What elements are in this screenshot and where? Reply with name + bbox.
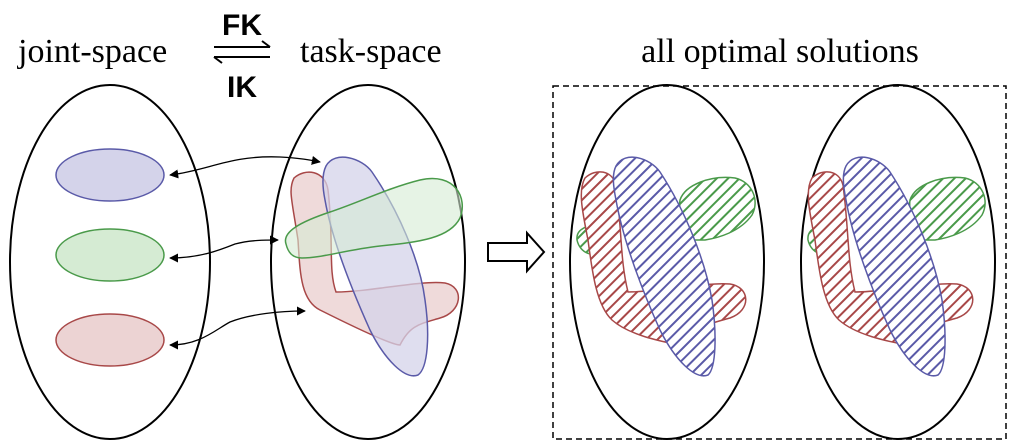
mapping-arrow-red [169,306,306,350]
joint-green-blob [55,228,165,282]
fk-ik-arrows [213,40,271,64]
all-optimal-label: all optimal solutions [641,33,919,70]
solution-1-blue-shape [612,156,716,377]
joint-space-label: joint-space [17,33,167,70]
mapping-arrows [169,155,321,350]
mapping-arrow-green [169,235,279,263]
solution-1 [569,84,765,440]
task-space-label: task-space [300,33,442,70]
joint-blue-blob [55,148,165,202]
solution-1-ellipse [569,84,765,440]
task-green-shape [284,177,464,259]
task-overlapping-shapes [284,156,464,377]
joint-red-blob [55,313,165,367]
solution-2 [800,84,996,440]
fk-label: FK [222,9,262,42]
solution-2-blue-shape [842,156,946,377]
ik-label: IK [227,71,257,104]
mapping-arrow-blue [169,155,321,179]
solution-2-ellipse [800,84,996,440]
solutions-box [552,85,1007,440]
result-arrow-icon [487,230,546,274]
